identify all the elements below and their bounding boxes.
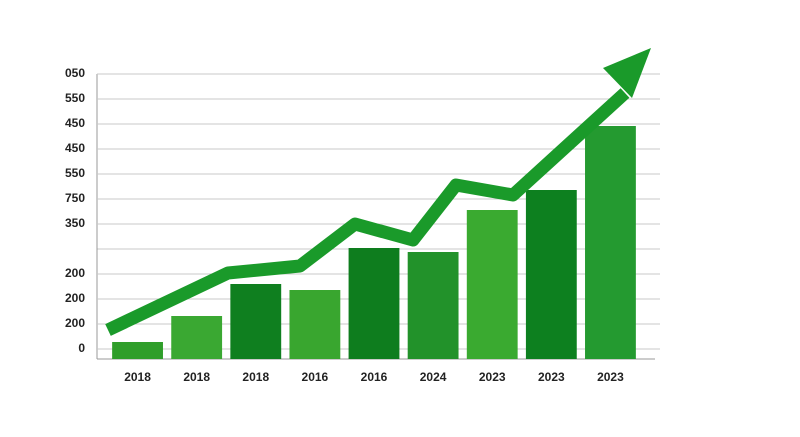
y-tick-label: 200 bbox=[65, 266, 85, 280]
bar bbox=[112, 342, 163, 359]
y-tick-label: 350 bbox=[65, 216, 85, 230]
x-tick-label: 2018 bbox=[183, 370, 210, 384]
y-tick-label: 050 bbox=[65, 66, 85, 80]
bar bbox=[585, 126, 636, 359]
bar bbox=[407, 252, 459, 359]
y-tick-label: 450 bbox=[65, 116, 85, 130]
bar bbox=[348, 248, 400, 359]
y-tick-label: 550 bbox=[65, 166, 85, 180]
y-tick-label: 0 bbox=[78, 341, 85, 355]
y-tick-label: 750 bbox=[65, 191, 85, 205]
bar bbox=[525, 190, 577, 359]
bar bbox=[466, 210, 518, 359]
x-tick-label: 2023 bbox=[538, 370, 565, 384]
x-tick-label: 2024 bbox=[420, 370, 447, 384]
bar bbox=[289, 290, 341, 359]
y-tick-label: 450 bbox=[65, 141, 85, 155]
y-tick-label: 550 bbox=[65, 91, 85, 105]
y-tick-label: 200 bbox=[65, 291, 85, 305]
x-tick-label: 2023 bbox=[479, 370, 506, 384]
bar bbox=[171, 316, 223, 359]
trend-arrow bbox=[105, 88, 630, 336]
x-tick-label: 2016 bbox=[302, 370, 329, 384]
arrow-head bbox=[603, 48, 651, 98]
x-tick-label: 2016 bbox=[361, 370, 388, 384]
x-tick-label: 2018 bbox=[242, 370, 269, 384]
y-tick-label: 200 bbox=[65, 316, 85, 330]
x-tick-label: 2018 bbox=[124, 370, 151, 384]
bar bbox=[230, 284, 282, 359]
x-tick-label: 2023 bbox=[597, 370, 624, 384]
